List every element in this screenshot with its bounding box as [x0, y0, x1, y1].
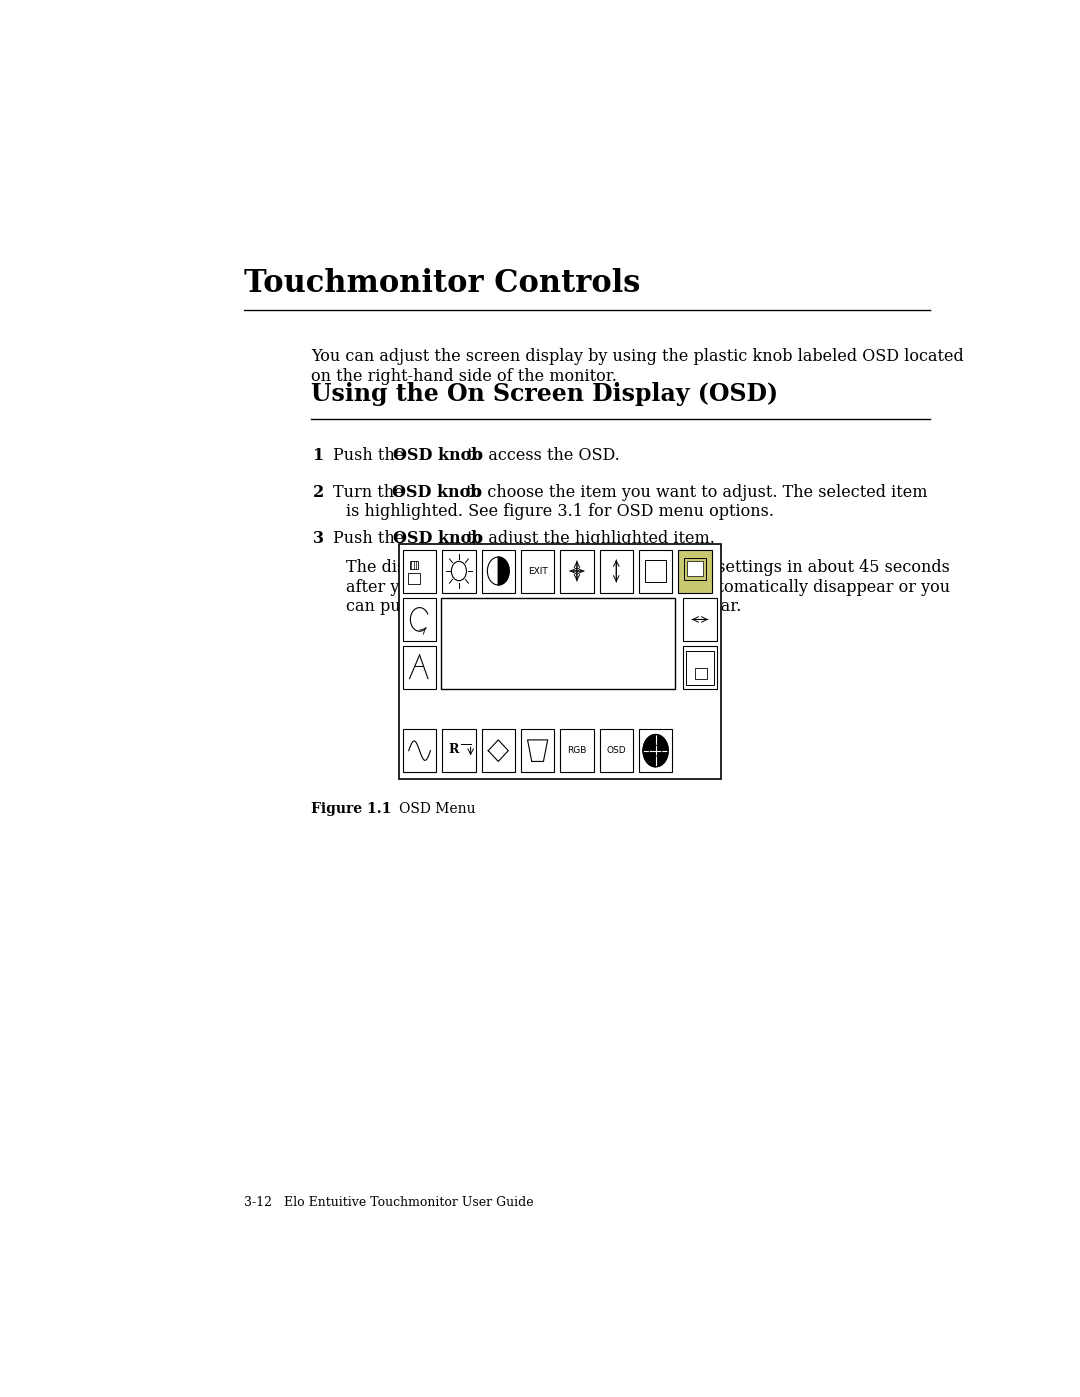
Text: to access the OSD.: to access the OSD. — [462, 447, 620, 464]
FancyBboxPatch shape — [442, 549, 475, 592]
Text: to choose the item you want to adjust. The selected item: to choose the item you want to adjust. T… — [461, 483, 928, 502]
FancyBboxPatch shape — [694, 668, 706, 679]
FancyBboxPatch shape — [599, 549, 633, 592]
FancyBboxPatch shape — [561, 729, 594, 773]
FancyBboxPatch shape — [408, 573, 420, 584]
FancyBboxPatch shape — [403, 549, 436, 592]
FancyBboxPatch shape — [482, 729, 515, 773]
Text: R: R — [448, 743, 459, 756]
FancyBboxPatch shape — [441, 598, 675, 689]
FancyBboxPatch shape — [678, 549, 712, 592]
FancyBboxPatch shape — [409, 562, 418, 569]
Text: RGB: RGB — [567, 746, 586, 756]
Text: OSD knob: OSD knob — [392, 483, 482, 502]
Circle shape — [487, 557, 509, 585]
Text: OSD knob: OSD knob — [431, 598, 521, 615]
Circle shape — [643, 735, 669, 767]
Text: Turn the: Turn the — [334, 483, 409, 502]
Text: can push the: can push the — [346, 598, 456, 615]
Text: on the right-hand side of the monitor.: on the right-hand side of the monitor. — [311, 367, 617, 384]
FancyBboxPatch shape — [684, 598, 717, 641]
FancyBboxPatch shape — [482, 549, 515, 592]
Text: 3-12   Elo Entuitive Touchmonitor User Guide: 3-12 Elo Entuitive Touchmonitor User Gui… — [244, 1196, 534, 1208]
Text: Push the: Push the — [334, 447, 409, 464]
Text: to make the menu disappear.: to make the menu disappear. — [500, 598, 742, 615]
FancyBboxPatch shape — [403, 647, 436, 689]
FancyBboxPatch shape — [686, 651, 714, 685]
Text: You can adjust the screen display by using the plastic knob labeled OSD located: You can adjust the screen display by usi… — [311, 348, 963, 366]
FancyBboxPatch shape — [687, 562, 703, 577]
FancyBboxPatch shape — [521, 549, 554, 592]
Text: 1: 1 — [313, 447, 324, 464]
FancyBboxPatch shape — [639, 729, 673, 773]
FancyBboxPatch shape — [521, 729, 554, 773]
Text: Figure 1.1: Figure 1.1 — [311, 802, 391, 816]
FancyBboxPatch shape — [442, 729, 475, 773]
FancyBboxPatch shape — [599, 729, 633, 773]
FancyBboxPatch shape — [399, 545, 721, 778]
FancyBboxPatch shape — [684, 559, 706, 580]
Wedge shape — [498, 557, 509, 585]
FancyBboxPatch shape — [684, 647, 717, 689]
FancyBboxPatch shape — [403, 729, 436, 773]
Text: OSD: OSD — [607, 746, 626, 756]
FancyBboxPatch shape — [645, 560, 666, 581]
Text: is highlighted. See figure 3.1 for OSD menu options.: is highlighted. See figure 3.1 for OSD m… — [346, 503, 774, 520]
Text: to adjust the highlighted item.: to adjust the highlighted item. — [462, 529, 715, 548]
Text: Push the: Push the — [334, 529, 409, 548]
Text: EXIT: EXIT — [528, 567, 548, 576]
Text: OSD Menu: OSD Menu — [387, 802, 475, 816]
FancyBboxPatch shape — [561, 549, 594, 592]
FancyBboxPatch shape — [403, 598, 436, 641]
Text: Using the On Screen Display (OSD): Using the On Screen Display (OSD) — [311, 383, 778, 407]
Text: Touchmonitor Controls: Touchmonitor Controls — [244, 268, 640, 299]
Text: 2: 2 — [313, 483, 324, 502]
Text: 3: 3 — [313, 529, 324, 548]
Text: The display unit automatically saves the new settings in about 45 seconds: The display unit automatically saves the… — [346, 559, 949, 576]
Text: OSD knob: OSD knob — [392, 447, 482, 464]
Text: after your last adjustments. The menu will automatically disappear or you: after your last adjustments. The menu wi… — [346, 578, 950, 595]
FancyBboxPatch shape — [639, 549, 673, 592]
Text: OSD knob: OSD knob — [392, 529, 482, 548]
